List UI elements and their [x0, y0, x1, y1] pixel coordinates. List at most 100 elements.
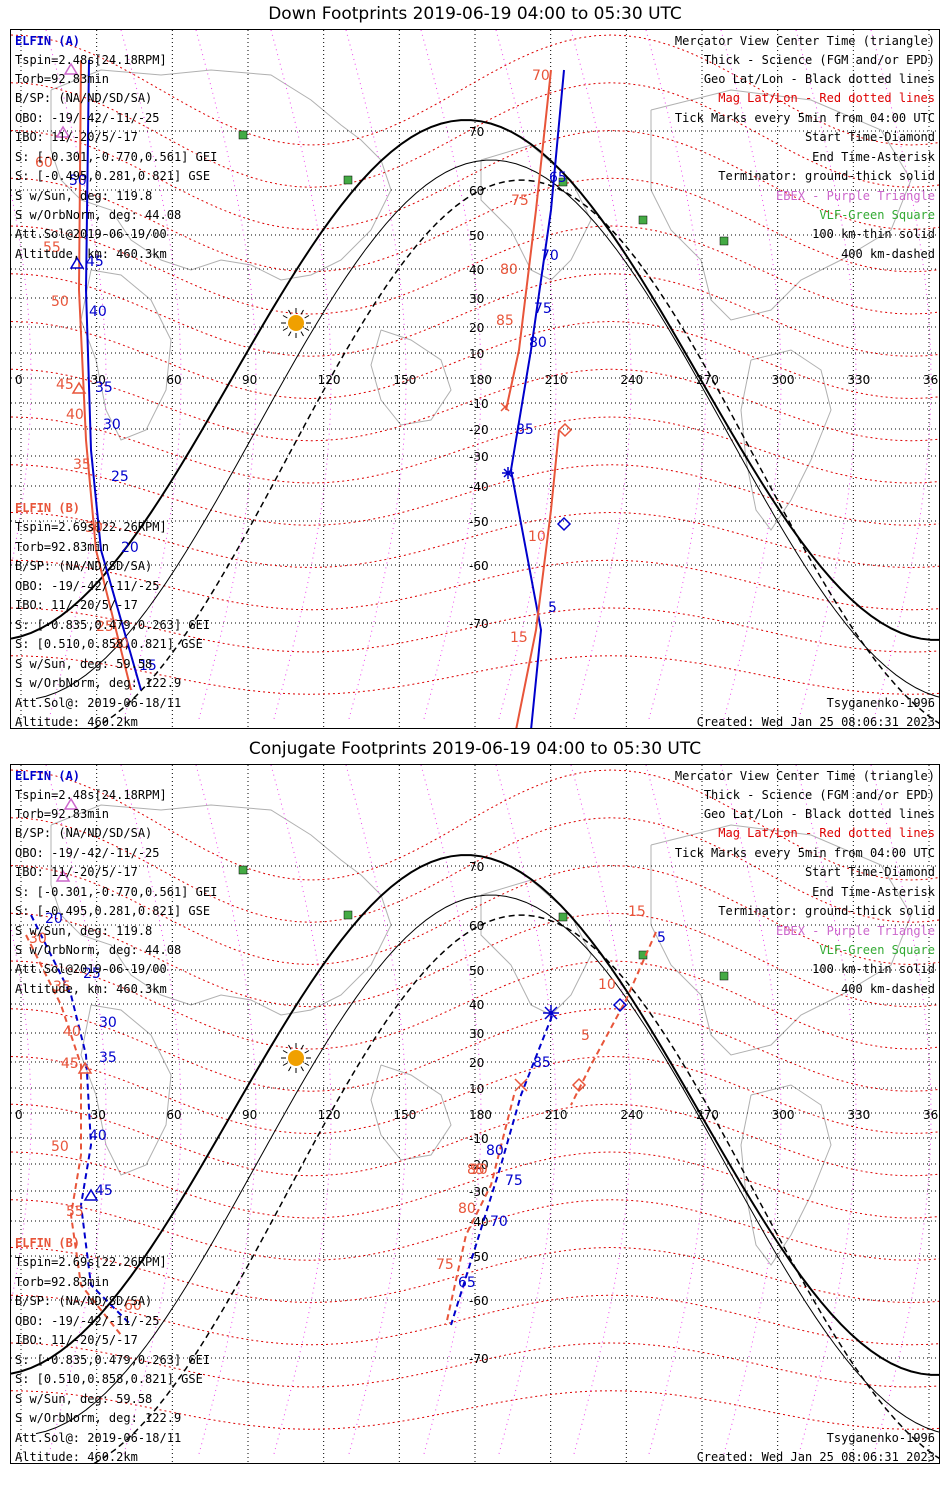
legend-item: Geo Lat/Lon - Black dotted lines: [703, 72, 935, 86]
elfin-a-tick-label: 20: [45, 911, 63, 927]
legend-item: Thick - Science (FGM and/or EPD): [703, 53, 935, 67]
vlf-station-marker: [719, 971, 729, 981]
elfin-b-tick-label: 40: [66, 407, 84, 423]
elfin-a-tick-label: 25: [83, 966, 101, 982]
elfin-b-tick-label: 15: [510, 630, 528, 646]
elfin-b-line: S: [0.510,0.858,0.821] GSE: [15, 1372, 203, 1386]
legend-item: Mercator View Center Time (triangle): [674, 769, 935, 783]
elfin-b-tick-label: 90: [470, 1162, 488, 1178]
lat-tick-label: 60: [469, 184, 484, 198]
lon-tick-label: 330: [847, 1108, 870, 1122]
elfin-a-tick-label: 5: [548, 600, 557, 616]
model-label: Tsyganenko-1996: [826, 696, 935, 710]
sun-ray: [300, 331, 304, 337]
sun-icon: [288, 1050, 304, 1066]
lat-tick-label: 10: [469, 1082, 484, 1096]
elfin-a-line: Tspin=2.48s[24.18RPM]: [15, 788, 167, 802]
elfin-b-line: S: [-0.835,0.479,0.263] GEI: [15, 618, 211, 632]
elfin-a-tick-label: 45: [95, 1183, 113, 1199]
mag-parallel: [11, 912, 939, 1008]
mag-parallel: [11, 607, 939, 653]
elfin-b-tick-label: 85: [496, 313, 514, 329]
land-outline: [80, 269, 172, 441]
elfin-b-line: S w/OrbNorm, deg: 122.9: [15, 1411, 182, 1425]
footprint-400km-line: [93, 914, 939, 1463]
elfin-b-header: ELFIN (B): [15, 501, 81, 515]
legend-item: VLF-Green Square: [819, 208, 935, 222]
elfin-a-line: IBO: 11/-20/5/-17: [15, 130, 138, 144]
legend-item: EBEX - Purple Triangle: [776, 189, 935, 203]
lat-tick-label: -20: [469, 423, 489, 437]
elfin-b-tick-label: 15: [628, 904, 646, 920]
land-outline: [370, 329, 452, 426]
lat-tick-label: -40: [469, 480, 489, 494]
lon-tick-label: 60: [166, 1108, 181, 1122]
sun-ray: [282, 1050, 288, 1054]
lon-tick-label: 30: [91, 1108, 106, 1122]
elfin-b-line: S w/Sun, deg: 59.58: [15, 1392, 153, 1406]
elfin-b-line: Altitude: 460.2km: [15, 715, 138, 729]
legend-item: End Time-Asterisk: [812, 150, 935, 164]
panel-1-map: 0306090120150180210240270300330360706050…: [10, 29, 940, 729]
elfin-b-line: Att.Sol@: 2019-06-18/11: [15, 1431, 182, 1445]
elfin-b-line: B/SP: (NA/ND/SD/SA): [15, 1294, 153, 1308]
panel-2-map-canvas: 0306090120150180210240270300330360706050…: [11, 765, 939, 1463]
elfin-b-line: B/SP: (NA/ND/SD/SA): [15, 559, 153, 573]
lat-tick-label: -70: [469, 1352, 489, 1366]
elfin-a-center-triangle: [83, 1188, 99, 1201]
lat-tick-label: -60: [469, 559, 489, 573]
lat-tick-label: 70: [469, 860, 484, 874]
created-label: Created: Wed Jan 25 08:06:31 2023: [696, 1450, 935, 1464]
land-outline: [650, 824, 912, 1056]
elfin-b-tick-label: 60: [124, 1298, 142, 1314]
elfin-b-header: ELFIN (B): [15, 1236, 81, 1250]
elfin-b-track-east: [505, 69, 552, 411]
land-outline: [80, 1004, 172, 1176]
elfin-b-tick-label: 80: [500, 262, 518, 278]
created-label: Created: Wed Jan 25 08:06:31 2023: [696, 715, 935, 729]
elfin-a-tick-label: 30: [99, 1015, 117, 1031]
legend-item: Mag Lat/Lon - Red dotted lines: [718, 826, 935, 840]
sun-ray: [304, 327, 310, 331]
elfin-a-tick-label: 45: [86, 254, 104, 270]
legend-item: Tick Marks every 5min from 04:00 UTC: [674, 111, 935, 125]
elfin-b-tick-label: 40: [63, 1024, 81, 1040]
sun-ray: [282, 315, 288, 319]
elfin-a-line: B/SP: (NA/ND/SD/SA): [15, 826, 153, 840]
elfin-b-line: Altitude: 460.2km: [15, 1450, 138, 1464]
lat-tick-label: -10: [469, 397, 489, 411]
lat-tick-label: 10: [469, 347, 484, 361]
elfin-b-tick-label: 85: [467, 1162, 485, 1178]
mag-parallel: [11, 82, 939, 188]
mag-parallel: [11, 817, 939, 923]
elfin-b-line: S: [-0.835,0.479,0.263] GEI: [15, 1353, 211, 1367]
legend-item: EBEX - Purple Triangle: [776, 924, 935, 938]
lat-tick-label: -10: [469, 1132, 489, 1146]
lon-tick-label: 0: [15, 1108, 23, 1122]
elfin-a-start-diamond: [612, 997, 628, 1013]
ebex-triangle-marker: [63, 797, 79, 810]
elfin-a-tick-label: 15: [139, 658, 157, 674]
elfin-a-line: S w/OrbNorm, deg: 44.08: [15, 208, 182, 222]
elfin-b-conj-track-east: [570, 931, 657, 1106]
elfin-a-track-east: [509, 69, 565, 728]
lat-tick-label: -70: [469, 617, 489, 631]
ebex-triangle-marker: [63, 62, 79, 75]
land-outline: [370, 1064, 452, 1161]
sun-ray: [288, 1044, 292, 1050]
footprint-100km-line: [35, 159, 939, 700]
elfin-a-conj-track-west: [30, 914, 132, 1326]
lon-tick-label: 150: [393, 373, 416, 387]
elfin-b-start-diamond: [557, 422, 573, 438]
elfin-a-line: S: [-0.301,-0.770,0.561] GEI: [15, 885, 218, 899]
mag-parallel: [11, 225, 939, 315]
vlf-station-marker: [238, 130, 248, 140]
sun-ray: [288, 1066, 292, 1072]
legend-item: Mag Lat/Lon - Red dotted lines: [718, 91, 935, 105]
lon-tick-label: 150: [393, 1108, 416, 1122]
mag-parallel: [11, 1008, 939, 1092]
elfin-b-line: Tspin=2.69s[22.26RPM]: [15, 520, 167, 534]
elfin-a-line: OBO: -19/-42/-11/-25: [15, 846, 160, 860]
lat-tick-label: 40: [469, 998, 484, 1012]
vlf-station-marker: [343, 175, 353, 185]
